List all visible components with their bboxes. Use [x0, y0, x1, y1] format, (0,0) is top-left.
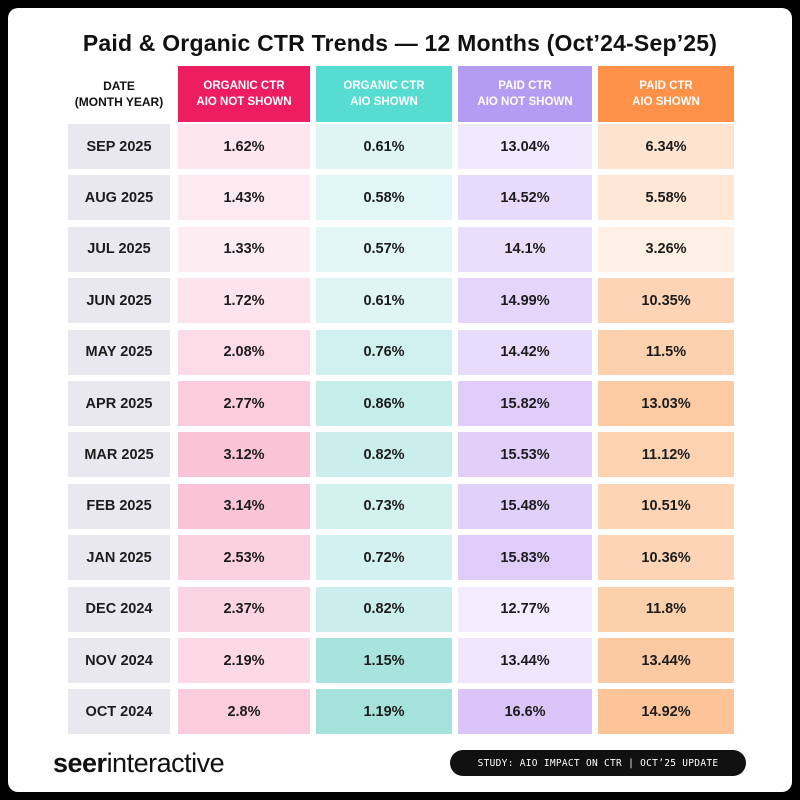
value-cell: 11.12% — [598, 432, 734, 478]
value-cell: 13.03% — [598, 381, 734, 426]
value-cell: 14.42% — [458, 329, 592, 375]
column-header-line1: ORGANIC CTR — [203, 80, 285, 92]
date-cell: NOV 2024 — [68, 638, 170, 683]
value-cell: 15.48% — [458, 483, 592, 529]
value-cell: 5.58% — [598, 175, 734, 221]
value-cell: 0.76% — [316, 329, 452, 375]
value-cell: 2.53% — [178, 535, 310, 581]
value-cell: 1.43% — [178, 175, 310, 221]
value-cell: 1.62% — [178, 124, 310, 169]
column-header-5: PAID CTR AIO SHOWN — [598, 66, 734, 122]
date-cell: JUN 2025 — [68, 278, 170, 324]
logo-bold-text: seer — [53, 748, 107, 778]
column-header-line2: AIO NOT SHOWN — [477, 96, 573, 108]
date-cell: DEC 2024 — [68, 586, 170, 632]
value-cell: 3.14% — [178, 483, 310, 529]
column-header-line2: AIO SHOWN — [350, 96, 418, 108]
value-cell: 1.19% — [316, 689, 452, 735]
date-cell: JAN 2025 — [68, 535, 170, 581]
value-cell: 2.37% — [178, 586, 310, 632]
date-cell: JUL 2025 — [68, 226, 170, 272]
column-header-line1: ORGANIC CTR — [343, 80, 425, 92]
column-header-line1: PAID CTR — [498, 80, 552, 92]
value-cell: 14.52% — [458, 175, 592, 221]
date-cell: MAR 2025 — [68, 432, 170, 478]
value-cell: 0.82% — [316, 586, 452, 632]
value-cell: 0.72% — [316, 535, 452, 581]
value-cell: 14.92% — [598, 689, 734, 735]
value-cell: 13.44% — [458, 638, 592, 683]
value-cell: 0.58% — [316, 175, 452, 221]
value-cell: 13.44% — [598, 638, 734, 683]
value-cell: 3.12% — [178, 432, 310, 478]
value-cell: 10.35% — [598, 278, 734, 324]
date-cell: AUG 2025 — [68, 175, 170, 221]
value-cell: 1.72% — [178, 278, 310, 324]
column-header-line2: AIO NOT SHOWN — [196, 96, 292, 108]
value-cell: 14.99% — [458, 278, 592, 324]
logo-light-text: interactive — [106, 748, 225, 778]
value-cell: 12.77% — [458, 586, 592, 632]
seer-interactive-logo: seerinteractive — [53, 748, 225, 779]
value-cell: 2.08% — [178, 329, 310, 375]
column-header-line2: AIO SHOWN — [632, 96, 700, 108]
value-cell: 0.86% — [316, 381, 452, 426]
date-cell: SEP 2025 — [68, 124, 170, 169]
value-cell: 11.5% — [598, 329, 734, 375]
value-cell: 11.8% — [598, 586, 734, 632]
value-cell: 15.82% — [458, 381, 592, 426]
date-cell: MAY 2025 — [68, 329, 170, 375]
value-cell: 1.33% — [178, 226, 310, 272]
value-cell: 2.8% — [178, 689, 310, 735]
column-header-2: ORGANIC CTR AIO NOT SHOWN — [178, 66, 310, 122]
value-cell: 2.19% — [178, 638, 310, 683]
infographic-frame: Paid & Organic CTR Trends — 12 Months (O… — [8, 8, 792, 792]
column-header-3: ORGANIC CTR AIO SHOWN — [316, 66, 452, 122]
value-cell: 0.61% — [316, 278, 452, 324]
study-badge: STUDY: AIO IMPACT ON CTR | OCT’25 UPDATE — [450, 750, 746, 776]
date-cell: OCT 2024 — [68, 689, 170, 735]
column-header-4: PAID CTR AIO NOT SHOWN — [458, 66, 592, 122]
value-cell: 10.51% — [598, 483, 734, 529]
value-cell: 0.73% — [316, 483, 452, 529]
date-cell: FEB 2025 — [68, 483, 170, 529]
value-cell: 0.57% — [316, 226, 452, 272]
value-cell: 0.61% — [316, 124, 452, 169]
value-cell: 16.6% — [458, 689, 592, 735]
value-cell: 13.04% — [458, 124, 592, 169]
value-cell: 1.15% — [316, 638, 452, 683]
value-cell: 15.53% — [458, 432, 592, 478]
value-cell: 6.34% — [598, 124, 734, 169]
value-cell: 2.77% — [178, 381, 310, 426]
page-title: Paid & Organic CTR Trends — 12 Months (O… — [82, 30, 718, 56]
value-cell: 3.26% — [598, 226, 734, 272]
value-cell: 15.83% — [458, 535, 592, 581]
column-header-line1: PAID CTR — [639, 80, 693, 92]
column-header-line2: (MONTH YEAR) — [74, 95, 164, 109]
column-header-1: DATE (MONTH YEAR) — [68, 66, 170, 122]
column-header-line1: DATE — [103, 79, 135, 93]
value-cell: 10.36% — [598, 535, 734, 581]
date-cell: APR 2025 — [68, 381, 170, 426]
value-cell: 0.82% — [316, 432, 452, 478]
value-cell: 14.1% — [458, 226, 592, 272]
